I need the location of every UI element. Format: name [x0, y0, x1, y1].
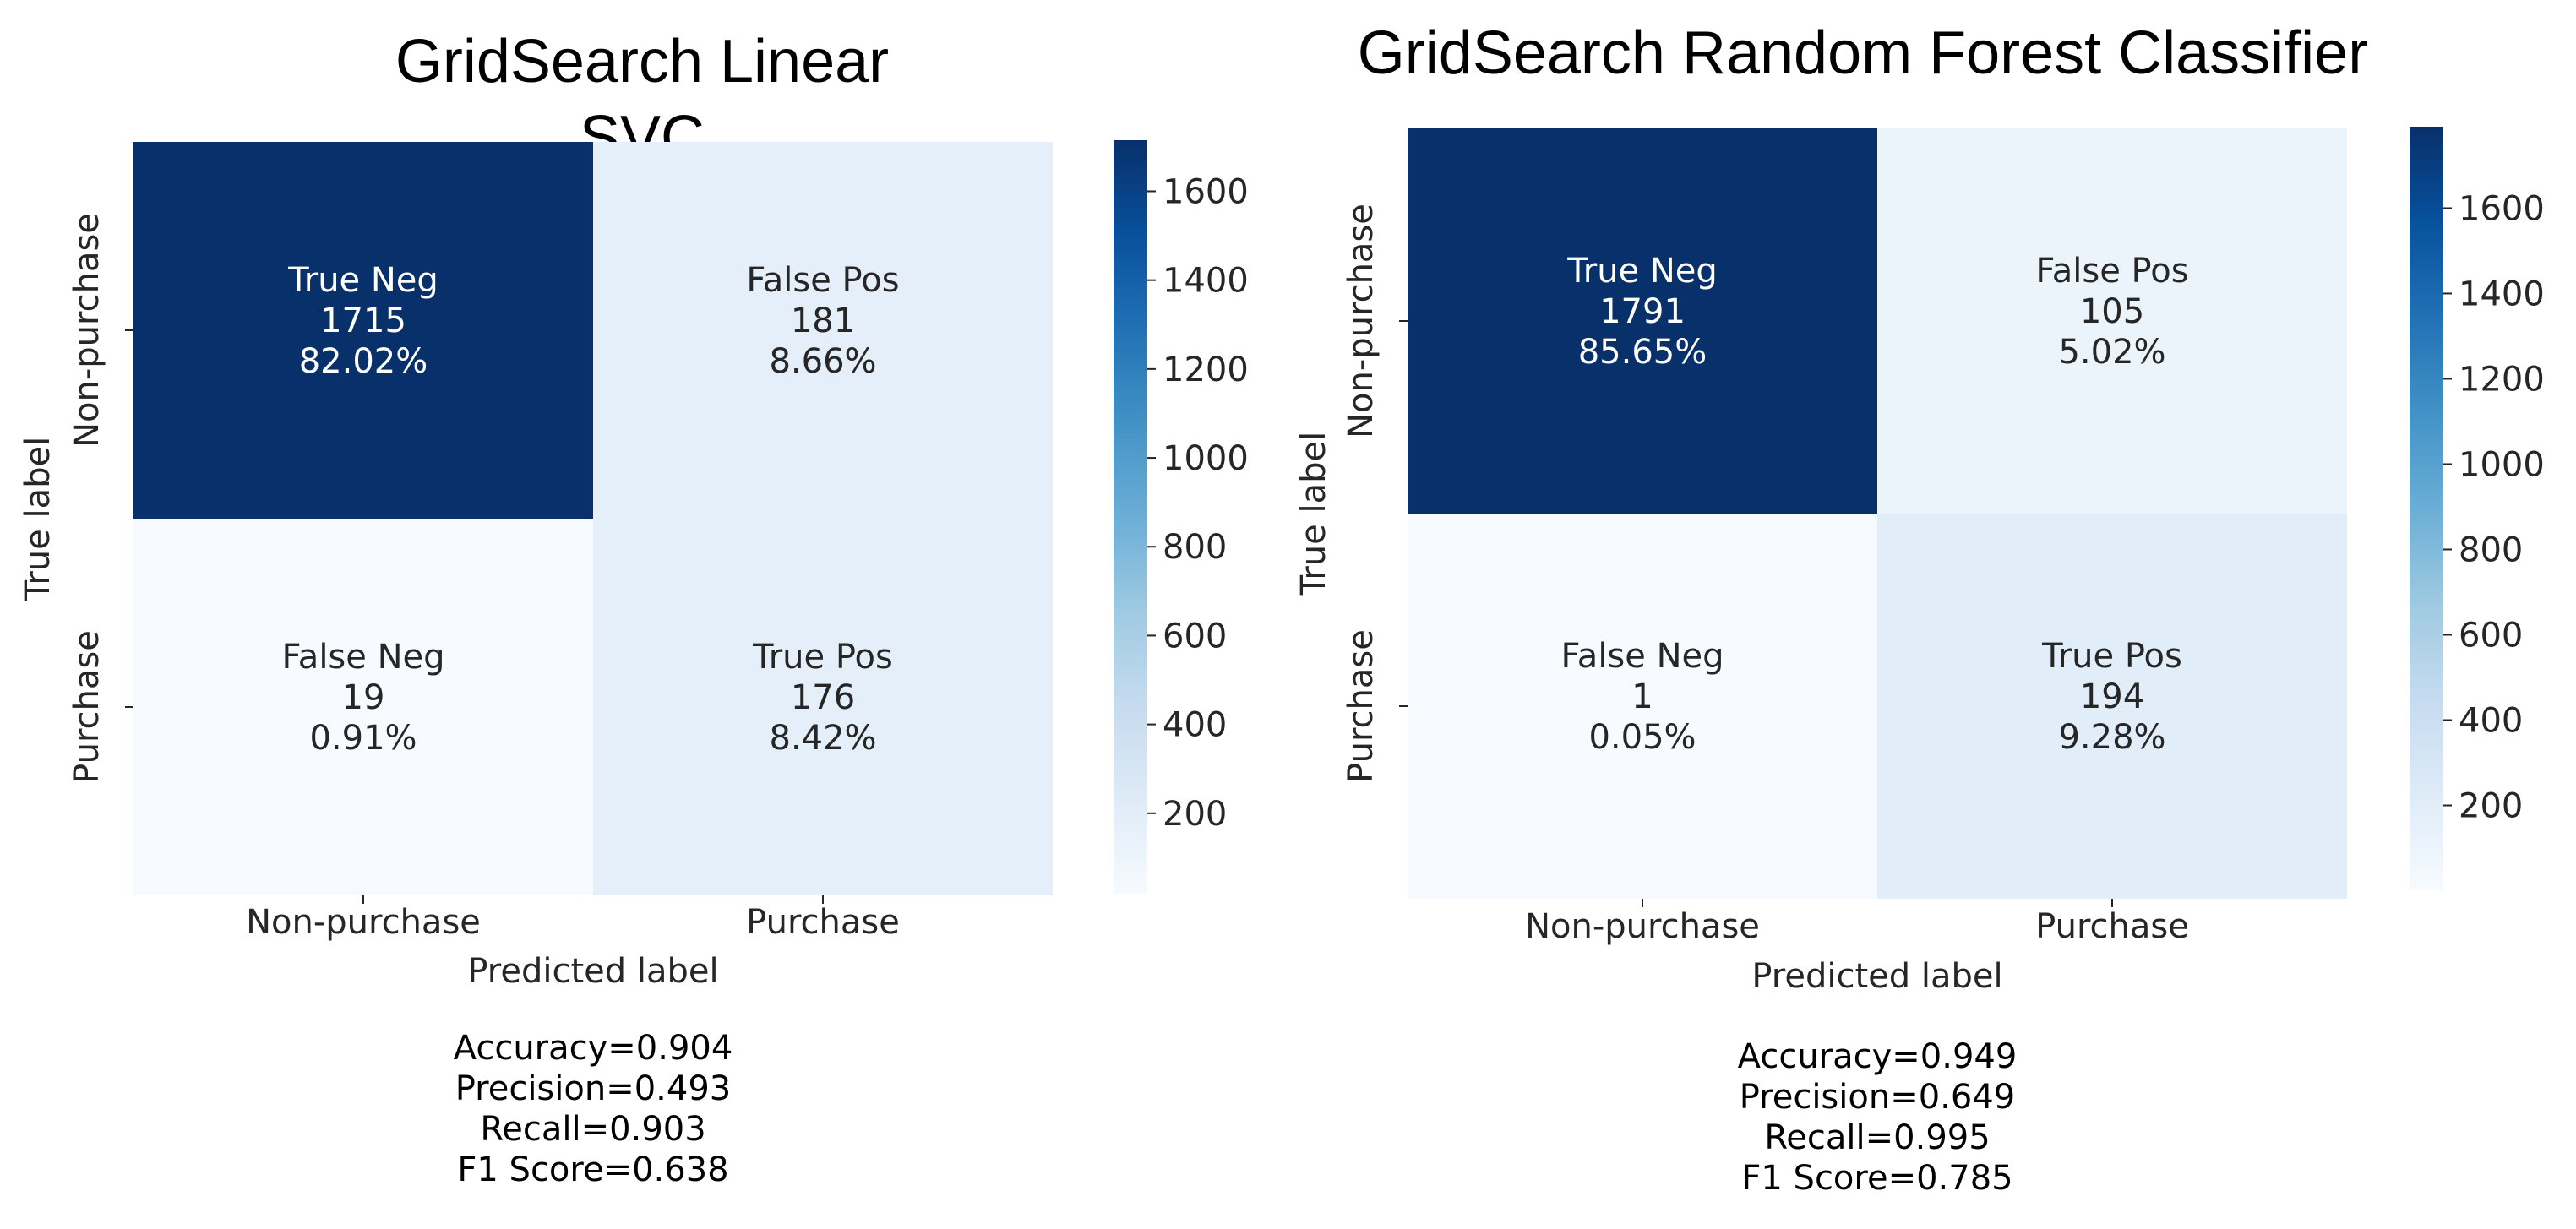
colorbar-tick-label: 600 [2459, 616, 2523, 655]
cell-label: True Pos [752, 638, 893, 677]
colorbar-tick-label: 1200 [2459, 360, 2545, 399]
cell-label: False Neg [1560, 637, 1724, 676]
metric-text: Precision=0.493 [455, 1069, 732, 1108]
cell-label: True Neg [1566, 252, 1718, 291]
heatmap-cell-r0-c0 [133, 142, 593, 519]
colorbar-tick-label: 1000 [1163, 439, 1249, 478]
cell-percent: 9.28% [2058, 718, 2165, 757]
cell-percent: 0.91% [309, 719, 417, 758]
x-tick-label: Non-purchase [1525, 907, 1760, 946]
heatmap-cell-r1-c1 [593, 519, 1053, 895]
cell-count: 181 [791, 302, 855, 340]
colorbar [1114, 140, 1147, 894]
metric-text: Accuracy=0.904 [454, 1029, 733, 1068]
cell-percent: 8.42% [769, 719, 876, 758]
metric-text: Accuracy=0.949 [1738, 1037, 2018, 1076]
colorbar-tick-label: 1400 [1163, 262, 1249, 301]
chart-title: GridSearch Random Forest Classifier [1358, 19, 2368, 87]
colorbar-tick-label: 600 [1163, 617, 1227, 655]
cell-label: True Pos [2041, 637, 2182, 676]
cell-count: 1715 [320, 302, 406, 340]
y-tick-label: Purchase [68, 630, 106, 784]
metric-text: F1 Score=0.785 [1741, 1159, 2012, 1198]
confusion-matrix-2: GridSearch Random Forest Classifier True … [1294, 19, 2545, 1198]
cell-percent: 8.66% [769, 342, 876, 381]
metric-text: Recall=0.903 [480, 1110, 705, 1149]
heatmap-cell-r0-c1 [1877, 128, 2347, 514]
cell-percent: 85.65% [1578, 333, 1707, 372]
cell-count: 1791 [1599, 292, 1686, 331]
colorbar-tick-label: 1600 [2459, 189, 2545, 228]
metric-text: Precision=0.649 [1740, 1078, 2016, 1117]
cell-label: False Neg [281, 638, 444, 677]
heatmap-cell-r1-c0 [1408, 514, 1877, 899]
y-axis-label: True label [1294, 432, 1333, 596]
colorbar-tick-label: 200 [1163, 795, 1227, 834]
cell-label: True Neg [287, 261, 438, 300]
colorbar-tick-label: 1600 [1163, 172, 1249, 211]
y-axis-label: True label [19, 437, 57, 601]
cell-percent: 5.02% [2058, 333, 2165, 372]
heatmap-cell-r1-c0 [133, 519, 593, 895]
x-tick-label: Purchase [746, 903, 900, 942]
cell-count: 176 [791, 678, 855, 717]
cell-count: 105 [2080, 292, 2144, 331]
cell-count: 19 [342, 678, 385, 717]
colorbar-tick-label: 400 [1163, 706, 1227, 745]
cell-percent: 0.05% [1588, 718, 1696, 757]
chart-title: GridSearch Linear [395, 28, 889, 95]
colorbar-tick-label: 200 [2459, 786, 2523, 825]
cell-count: 194 [2080, 677, 2144, 716]
colorbar-tick-label: 800 [1163, 528, 1227, 567]
colorbar-tick-label: 1000 [2459, 445, 2545, 484]
colorbar-tick-label: 1200 [1163, 351, 1249, 389]
colorbar-tick-label: 1400 [2459, 275, 2545, 313]
y-tick-label: Non-purchase [1342, 204, 1381, 438]
heatmap-cell-r0-c1 [593, 142, 1053, 519]
heatmap-cell-r0-c0 [1408, 128, 1877, 514]
cell-percent: 82.02% [299, 342, 428, 381]
heatmap-cell-r1-c1 [1877, 514, 2347, 899]
colorbar [2410, 127, 2443, 890]
x-tick-label: Non-purchase [246, 903, 481, 942]
metric-text: Recall=0.995 [1764, 1118, 1990, 1157]
cell-label: False Pos [2035, 252, 2188, 291]
colorbar-tick-label: 400 [2459, 701, 2523, 740]
y-tick-label: Purchase [1342, 629, 1381, 783]
colorbar-tick-label: 800 [2459, 530, 2523, 569]
y-tick-label: Non-purchase [68, 213, 106, 448]
x-tick-label: Purchase [2035, 907, 2189, 946]
cell-count: 1 [1631, 677, 1653, 716]
x-axis-label: Predicted label [467, 952, 718, 991]
x-axis-label: Predicted label [1751, 957, 2002, 996]
cell-label: False Pos [746, 261, 899, 300]
metric-text: F1 Score=0.638 [457, 1150, 728, 1189]
